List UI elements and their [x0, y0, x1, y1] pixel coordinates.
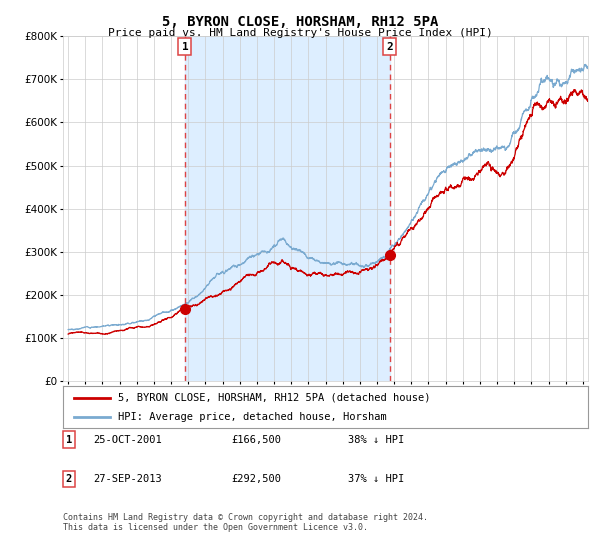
Text: 37% ↓ HPI: 37% ↓ HPI: [348, 474, 404, 484]
Text: £166,500: £166,500: [231, 435, 281, 445]
Text: 27-SEP-2013: 27-SEP-2013: [93, 474, 162, 484]
Text: 1: 1: [66, 435, 72, 445]
Text: 5, BYRON CLOSE, HORSHAM, RH12 5PA (detached house): 5, BYRON CLOSE, HORSHAM, RH12 5PA (detac…: [118, 393, 431, 403]
Text: £292,500: £292,500: [231, 474, 281, 484]
Text: This data is licensed under the Open Government Licence v3.0.: This data is licensed under the Open Gov…: [63, 523, 368, 532]
Bar: [185, 36, 389, 381]
Text: 5, BYRON CLOSE, HORSHAM, RH12 5PA: 5, BYRON CLOSE, HORSHAM, RH12 5PA: [162, 15, 438, 29]
Text: 38% ↓ HPI: 38% ↓ HPI: [348, 435, 404, 445]
Text: 2: 2: [66, 474, 72, 484]
Text: Price paid vs. HM Land Registry's House Price Index (HPI): Price paid vs. HM Land Registry's House …: [107, 28, 493, 38]
Text: 1: 1: [182, 41, 188, 52]
Text: HPI: Average price, detached house, Horsham: HPI: Average price, detached house, Hors…: [118, 412, 387, 422]
Text: Contains HM Land Registry data © Crown copyright and database right 2024.: Contains HM Land Registry data © Crown c…: [63, 513, 428, 522]
Text: 25-OCT-2001: 25-OCT-2001: [93, 435, 162, 445]
Text: 2: 2: [386, 41, 393, 52]
